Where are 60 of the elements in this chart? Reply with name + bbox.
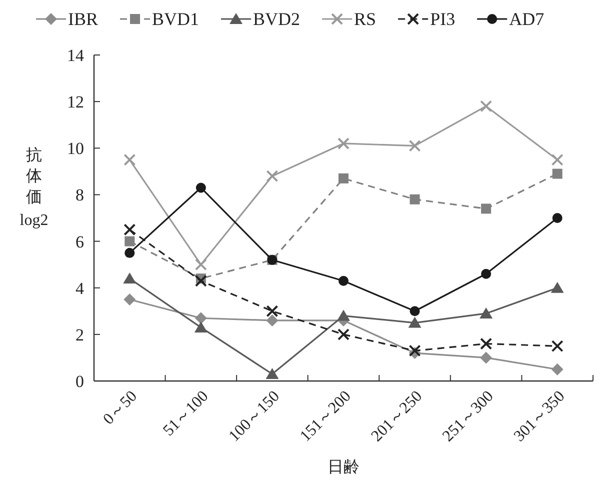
- legend-label: IBR: [68, 9, 98, 29]
- point: [408, 344, 421, 357]
- point: [194, 312, 207, 324]
- x-tick-label: 251～300: [440, 388, 497, 446]
- x-tick-label: 100～150: [226, 388, 284, 446]
- point: [338, 328, 350, 340]
- y-tick-label: 10: [67, 139, 84, 158]
- point: [194, 274, 207, 287]
- point: [480, 352, 492, 364]
- point: [124, 154, 136, 166]
- y-tick-label: 14: [67, 46, 84, 65]
- point: [480, 100, 492, 112]
- point: [266, 314, 278, 326]
- point: [480, 338, 492, 350]
- point: [481, 204, 492, 214]
- y-axis-title: 抗体価 log2: [20, 146, 48, 229]
- point: [408, 316, 422, 328]
- x-tick-label: 51～100: [160, 388, 212, 440]
- point: [552, 213, 562, 223]
- point: [124, 294, 136, 306]
- y-tick-label: 4: [76, 278, 84, 298]
- legend-label: AD7: [509, 9, 544, 29]
- legend-label: BVD2: [253, 9, 300, 29]
- y-tick-label: 8: [76, 186, 84, 205]
- point: [266, 305, 278, 318]
- point: [551, 340, 564, 352]
- legend-label: PI3: [430, 9, 456, 29]
- y-tick-label: 12: [67, 92, 84, 112]
- point: [552, 168, 562, 179]
- point: [551, 363, 564, 376]
- point: [337, 310, 350, 321]
- x-tick-label: 151～200: [297, 388, 354, 446]
- y-tick-label: 2: [76, 325, 84, 344]
- point: [266, 170, 278, 182]
- point: [338, 173, 348, 184]
- point: [410, 306, 420, 316]
- point: [480, 307, 493, 318]
- point: [124, 236, 135, 246]
- x-tick-label: 301～350: [510, 388, 568, 446]
- point: [338, 276, 348, 286]
- point: [124, 248, 135, 258]
- point: [124, 224, 136, 236]
- legend-label: RS: [354, 9, 376, 29]
- point: [550, 282, 564, 293]
- point: [481, 268, 492, 279]
- y-tick-label: 6: [76, 232, 84, 252]
- point: [408, 140, 421, 152]
- legend-label: BVD1: [152, 9, 200, 29]
- point: [196, 182, 206, 193]
- y-tick-label: 0: [76, 372, 84, 391]
- point: [338, 137, 350, 150]
- point: [410, 194, 420, 204]
- point: [194, 321, 208, 332]
- point: [123, 272, 136, 284]
- x-tick-label: 0～50: [100, 388, 140, 428]
- point: [194, 258, 207, 271]
- point: [266, 368, 279, 380]
- x-axis-title: 日齢: [328, 458, 360, 476]
- x-tick-label: 201～250: [368, 388, 426, 446]
- point: [551, 154, 564, 166]
